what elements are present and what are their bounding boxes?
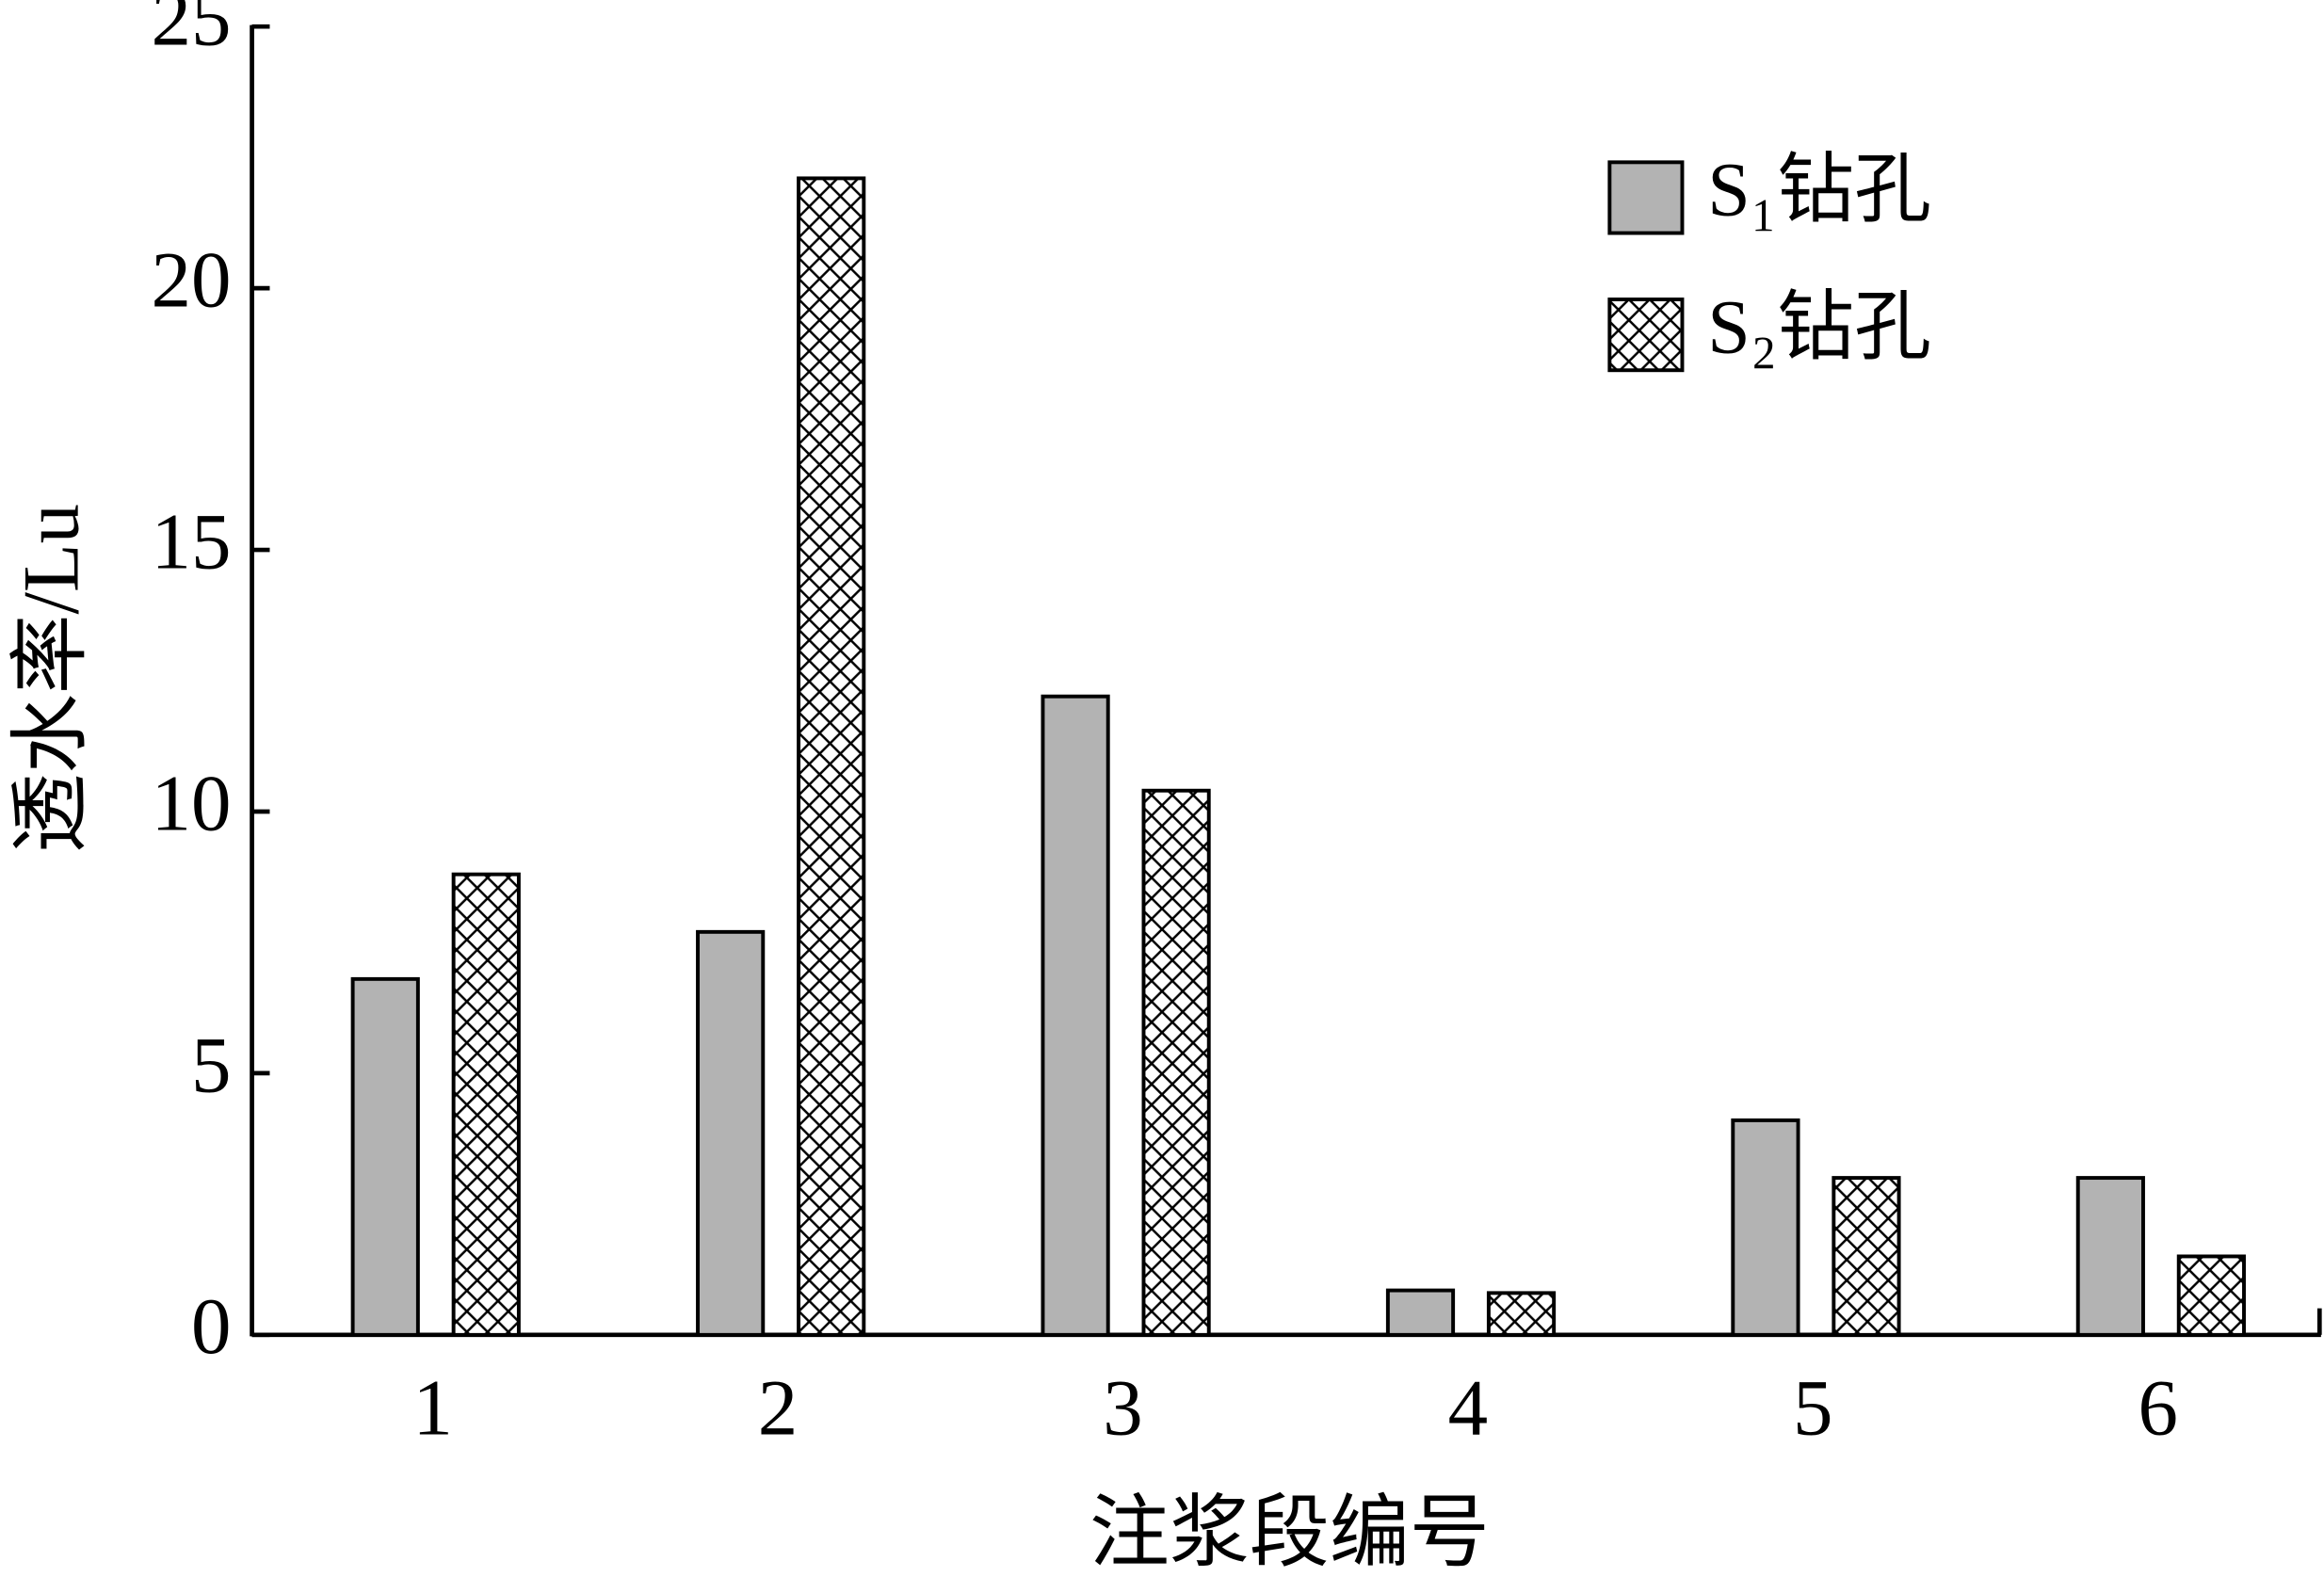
- x-tick-label: 4: [1448, 1364, 1488, 1453]
- legend-swatch: [1607, 160, 1685, 235]
- bar: [451, 872, 521, 1337]
- bar: [1385, 1288, 1456, 1337]
- bar: [696, 929, 766, 1337]
- y-tick-label: 10: [152, 760, 232, 848]
- x-tick-label: 3: [1103, 1364, 1142, 1453]
- bar: [1832, 1176, 1901, 1337]
- bar: [797, 176, 866, 1337]
- x-tick-label: 1: [412, 1364, 452, 1453]
- bar: [1486, 1291, 1557, 1337]
- x-tick-label: 2: [758, 1364, 798, 1453]
- bar: [1041, 694, 1110, 1337]
- y-tick-label: 0: [191, 1282, 231, 1371]
- bar: [350, 976, 420, 1337]
- y-tick-label: 25: [152, 0, 232, 63]
- x-axis-title: 注浆段编号: [1089, 1489, 1490, 1578]
- legend-swatch: [1607, 298, 1685, 373]
- bar: [2176, 1254, 2246, 1337]
- x-tick-label: 5: [1793, 1364, 1832, 1453]
- y-tick-label: 5: [191, 1021, 231, 1109]
- legend-label: S₂钻孔: [1707, 283, 1931, 369]
- bar: [1731, 1118, 1800, 1337]
- bar: [2075, 1176, 2145, 1337]
- y-tick-label: 20: [152, 236, 232, 325]
- x-tick-label: 6: [2138, 1364, 2177, 1453]
- legend-label: S₁钻孔: [1707, 147, 1931, 233]
- y-tick-label: 15: [152, 498, 232, 587]
- bar: [1141, 788, 1211, 1337]
- y-axis-title: 透水率/Lu: [7, 504, 95, 853]
